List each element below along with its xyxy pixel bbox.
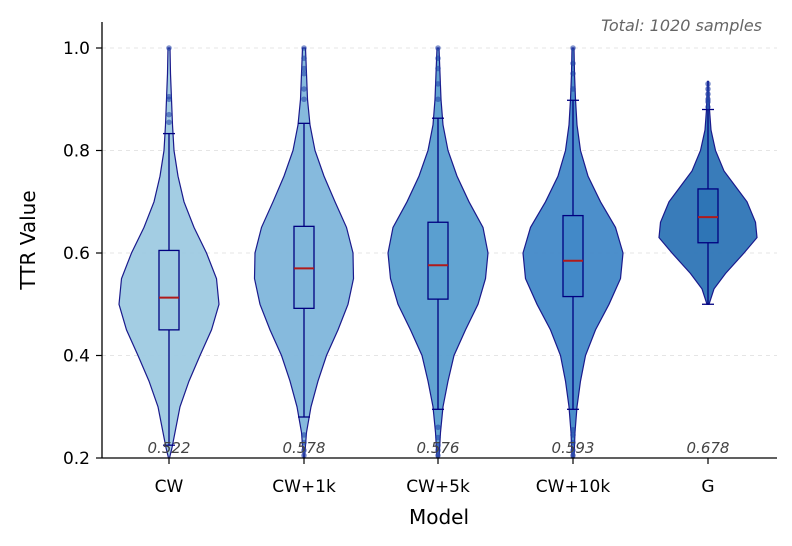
x-axis-label: Model <box>409 505 469 529</box>
violin-cw <box>118 45 220 459</box>
outlier-point <box>570 452 576 459</box>
outlier-point <box>301 55 307 62</box>
total-samples-note: Total: 1020 samples <box>601 16 762 35</box>
outlier-point <box>435 81 441 87</box>
outlier-point <box>435 65 441 72</box>
violins <box>118 45 758 459</box>
outlier-point <box>570 432 576 438</box>
outlier-point <box>705 91 711 97</box>
x-ticks: CW CW+1k CW+5k CW+10k G <box>155 458 715 497</box>
violin-cw-5k <box>387 45 489 459</box>
outlier-point <box>301 65 307 72</box>
outlier-point <box>435 55 441 62</box>
outlier-point <box>301 70 307 77</box>
outlier-point <box>570 439 576 446</box>
x-tick-label: CW <box>155 477 184 497</box>
mean-labels: 0.522 0.578 0.576 0.593 0.678 <box>148 439 730 457</box>
iqr-box <box>293 225 315 310</box>
outlier-point <box>705 86 711 92</box>
mean-value-label: 0.576 <box>417 439 460 457</box>
iqr-box <box>562 214 584 298</box>
outlier-point <box>435 452 441 459</box>
outlier-point <box>166 111 172 118</box>
outlier-point <box>705 96 711 103</box>
outlier-point <box>301 96 307 103</box>
x-tick-label: CW+5k <box>406 477 470 497</box>
mean-value-label: 0.593 <box>552 439 595 457</box>
outlier-point <box>705 81 711 87</box>
x-tick-label: G <box>701 477 714 497</box>
outlier-point <box>166 93 172 100</box>
outlier-point <box>570 45 576 51</box>
outlier-point <box>570 427 576 433</box>
outlier-point <box>435 96 441 103</box>
y-tick-label: 1.0 <box>63 39 90 59</box>
violin-cw-1k <box>253 45 355 459</box>
outlier-point <box>301 432 307 438</box>
y-tick-label: 0.8 <box>63 142 90 162</box>
mean-value-label: 0.678 <box>687 439 730 457</box>
outlier-point <box>435 442 441 448</box>
outlier-point <box>301 86 307 92</box>
iqr-box <box>697 188 719 244</box>
mean-value-label: 0.522 <box>148 439 191 457</box>
y-tick-label: 0.4 <box>63 347 90 367</box>
outlier-point <box>570 86 576 92</box>
outlier-point <box>166 45 172 51</box>
outlier-point <box>301 439 307 446</box>
y-tick-label: 0.2 <box>63 449 90 469</box>
y-axis-label: TTR Value <box>16 190 40 290</box>
outlier-point <box>301 447 307 454</box>
axes <box>101 22 777 459</box>
x-tick-label: CW+10k <box>536 477 611 497</box>
outlier-point <box>435 447 441 454</box>
iqr-box <box>158 249 180 331</box>
outlier-point <box>570 447 576 454</box>
y-ticks: 0.2 0.4 0.6 0.8 1.0 <box>63 39 102 469</box>
outlier-point <box>705 104 711 110</box>
outlier-point <box>435 424 441 431</box>
iqr-box <box>427 221 449 300</box>
outlier-point <box>435 45 441 51</box>
mean-value-label: 0.578 <box>283 439 326 457</box>
outlier-point <box>166 119 172 126</box>
x-tick-label: CW+1k <box>272 477 336 497</box>
outlier-point <box>301 45 307 51</box>
outlier-point <box>435 434 441 441</box>
violin-cw-10k <box>522 45 624 459</box>
outlier-point <box>570 60 576 67</box>
outlier-point <box>570 70 576 77</box>
violin-g <box>658 80 758 305</box>
y-tick-label: 0.6 <box>63 244 90 264</box>
outlier-point <box>301 452 307 459</box>
